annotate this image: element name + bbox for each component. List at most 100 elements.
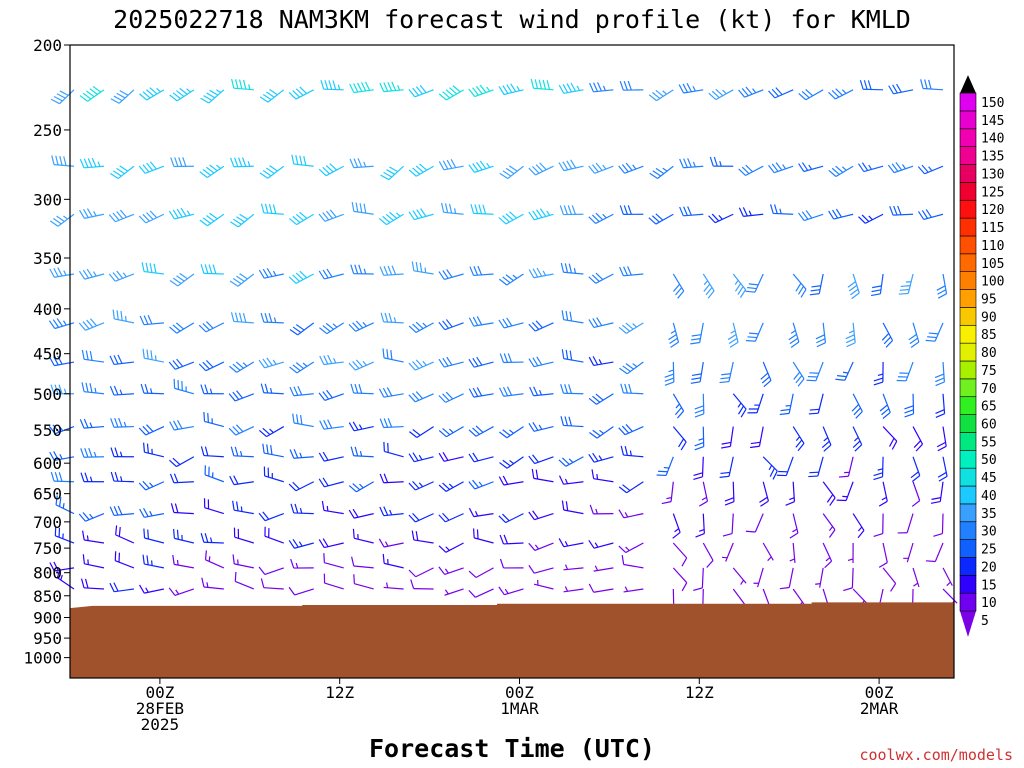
wind-barb <box>911 481 921 507</box>
colorbar-label: 55 <box>981 435 997 450</box>
wind-barb <box>528 267 554 279</box>
wind-barb <box>533 579 554 590</box>
wind-barb <box>444 588 464 596</box>
wind-barb <box>203 498 225 515</box>
wind-barb <box>835 361 854 381</box>
wind-barb <box>499 386 524 397</box>
wind-barb <box>138 161 165 174</box>
colorbar-swatch <box>959 557 977 576</box>
wind-barb <box>378 538 404 548</box>
wind-barb <box>693 456 704 480</box>
colorbar-label: 130 <box>981 167 1004 182</box>
wind-barb <box>199 212 225 227</box>
colorbar-label: 15 <box>981 578 997 593</box>
colorbar-swatch <box>959 342 977 362</box>
wind-barb <box>138 480 165 491</box>
wind-barb <box>110 89 135 104</box>
wind-barb <box>380 312 404 324</box>
colorbar-swatch <box>959 235 977 255</box>
wind-barb <box>469 265 494 277</box>
wind-barb <box>499 426 524 439</box>
wind-barb <box>80 472 104 483</box>
wind-barb <box>229 475 254 486</box>
wind-barb <box>588 452 614 463</box>
wind-barb <box>348 359 374 371</box>
colorbar-swatch <box>959 521 977 540</box>
chart-title: 2025022718 NAM3KM forecast wind profile … <box>113 5 911 34</box>
wind-barb <box>319 322 345 335</box>
y-tick-label: 450 <box>33 345 62 364</box>
wind-barb <box>351 201 374 215</box>
wind-barb <box>760 361 772 388</box>
wind-barb <box>690 361 704 384</box>
wind-barb <box>260 578 284 590</box>
wind-barb <box>260 203 284 215</box>
wind-barb <box>289 322 315 336</box>
wind-barb <box>199 164 225 178</box>
wind-barb <box>231 78 254 91</box>
wind-barb <box>930 481 944 504</box>
wind-barb <box>618 542 644 554</box>
colorbar-top-arrow <box>960 75 976 94</box>
wind-barb <box>383 441 404 458</box>
y-tick-label: 500 <box>33 385 62 404</box>
wind-barb <box>768 162 794 174</box>
wind-barb <box>408 208 434 221</box>
wind-barb <box>770 204 794 215</box>
wind-barb <box>648 213 674 225</box>
wind-barb <box>379 473 404 484</box>
wind-barb <box>438 452 464 462</box>
wind-barb <box>910 456 921 482</box>
wind-barb <box>528 208 554 221</box>
credit-text: coolwx.com/models <box>859 746 1013 764</box>
wind-barb <box>852 426 863 452</box>
wind-barb <box>380 165 405 181</box>
wind-barb <box>528 542 554 551</box>
wind-barb <box>618 424 644 436</box>
wind-barb <box>694 393 705 418</box>
wind-barb <box>143 442 165 458</box>
colorbar: 5 10 15 20 25 30 35 40 45 50 55 60 65 70 75 80 85 90 95 100… <box>959 75 1004 637</box>
wind-barb <box>560 383 584 395</box>
wind-barb <box>169 87 195 102</box>
wind-barb <box>798 210 824 222</box>
wind-barb <box>79 208 105 219</box>
wind-barb <box>720 426 734 449</box>
colorbar-label: 90 <box>981 310 997 325</box>
wind-barb <box>619 266 644 277</box>
wind-barb <box>708 213 734 224</box>
wind-barb <box>882 567 897 592</box>
wind-barb <box>258 566 284 576</box>
wind-barb <box>353 574 374 590</box>
colorbar-label: 135 <box>981 150 1004 165</box>
colorbar-label: 25 <box>981 543 997 558</box>
wind-barb <box>168 207 195 220</box>
wind-barb <box>169 473 194 484</box>
wind-barb <box>593 565 614 572</box>
wind-barb <box>620 383 644 395</box>
wind-barb <box>230 446 254 458</box>
wind-barb <box>350 383 374 395</box>
x-tick-label: 12Z <box>685 683 714 702</box>
wind-barb <box>109 165 135 180</box>
wind-barb <box>779 393 794 416</box>
wind-barb <box>143 528 165 544</box>
wind-barb <box>896 361 914 382</box>
wind-barb <box>588 272 614 284</box>
wind-barb <box>732 273 747 298</box>
y-tick-label: 900 <box>33 609 62 628</box>
wind-barb <box>318 477 344 488</box>
wind-barb <box>408 512 434 523</box>
wind-barb <box>828 165 854 178</box>
y-tick-label: 750 <box>33 539 62 558</box>
wind-barb <box>693 567 704 592</box>
wind-barb <box>408 321 434 333</box>
wind-barb <box>200 89 225 104</box>
wind-barb <box>528 564 554 574</box>
wind-barb <box>792 588 806 607</box>
wind-barb <box>498 475 524 486</box>
terrain-fill <box>70 602 954 678</box>
wind-barb <box>351 556 374 569</box>
wind-barb <box>672 393 685 419</box>
